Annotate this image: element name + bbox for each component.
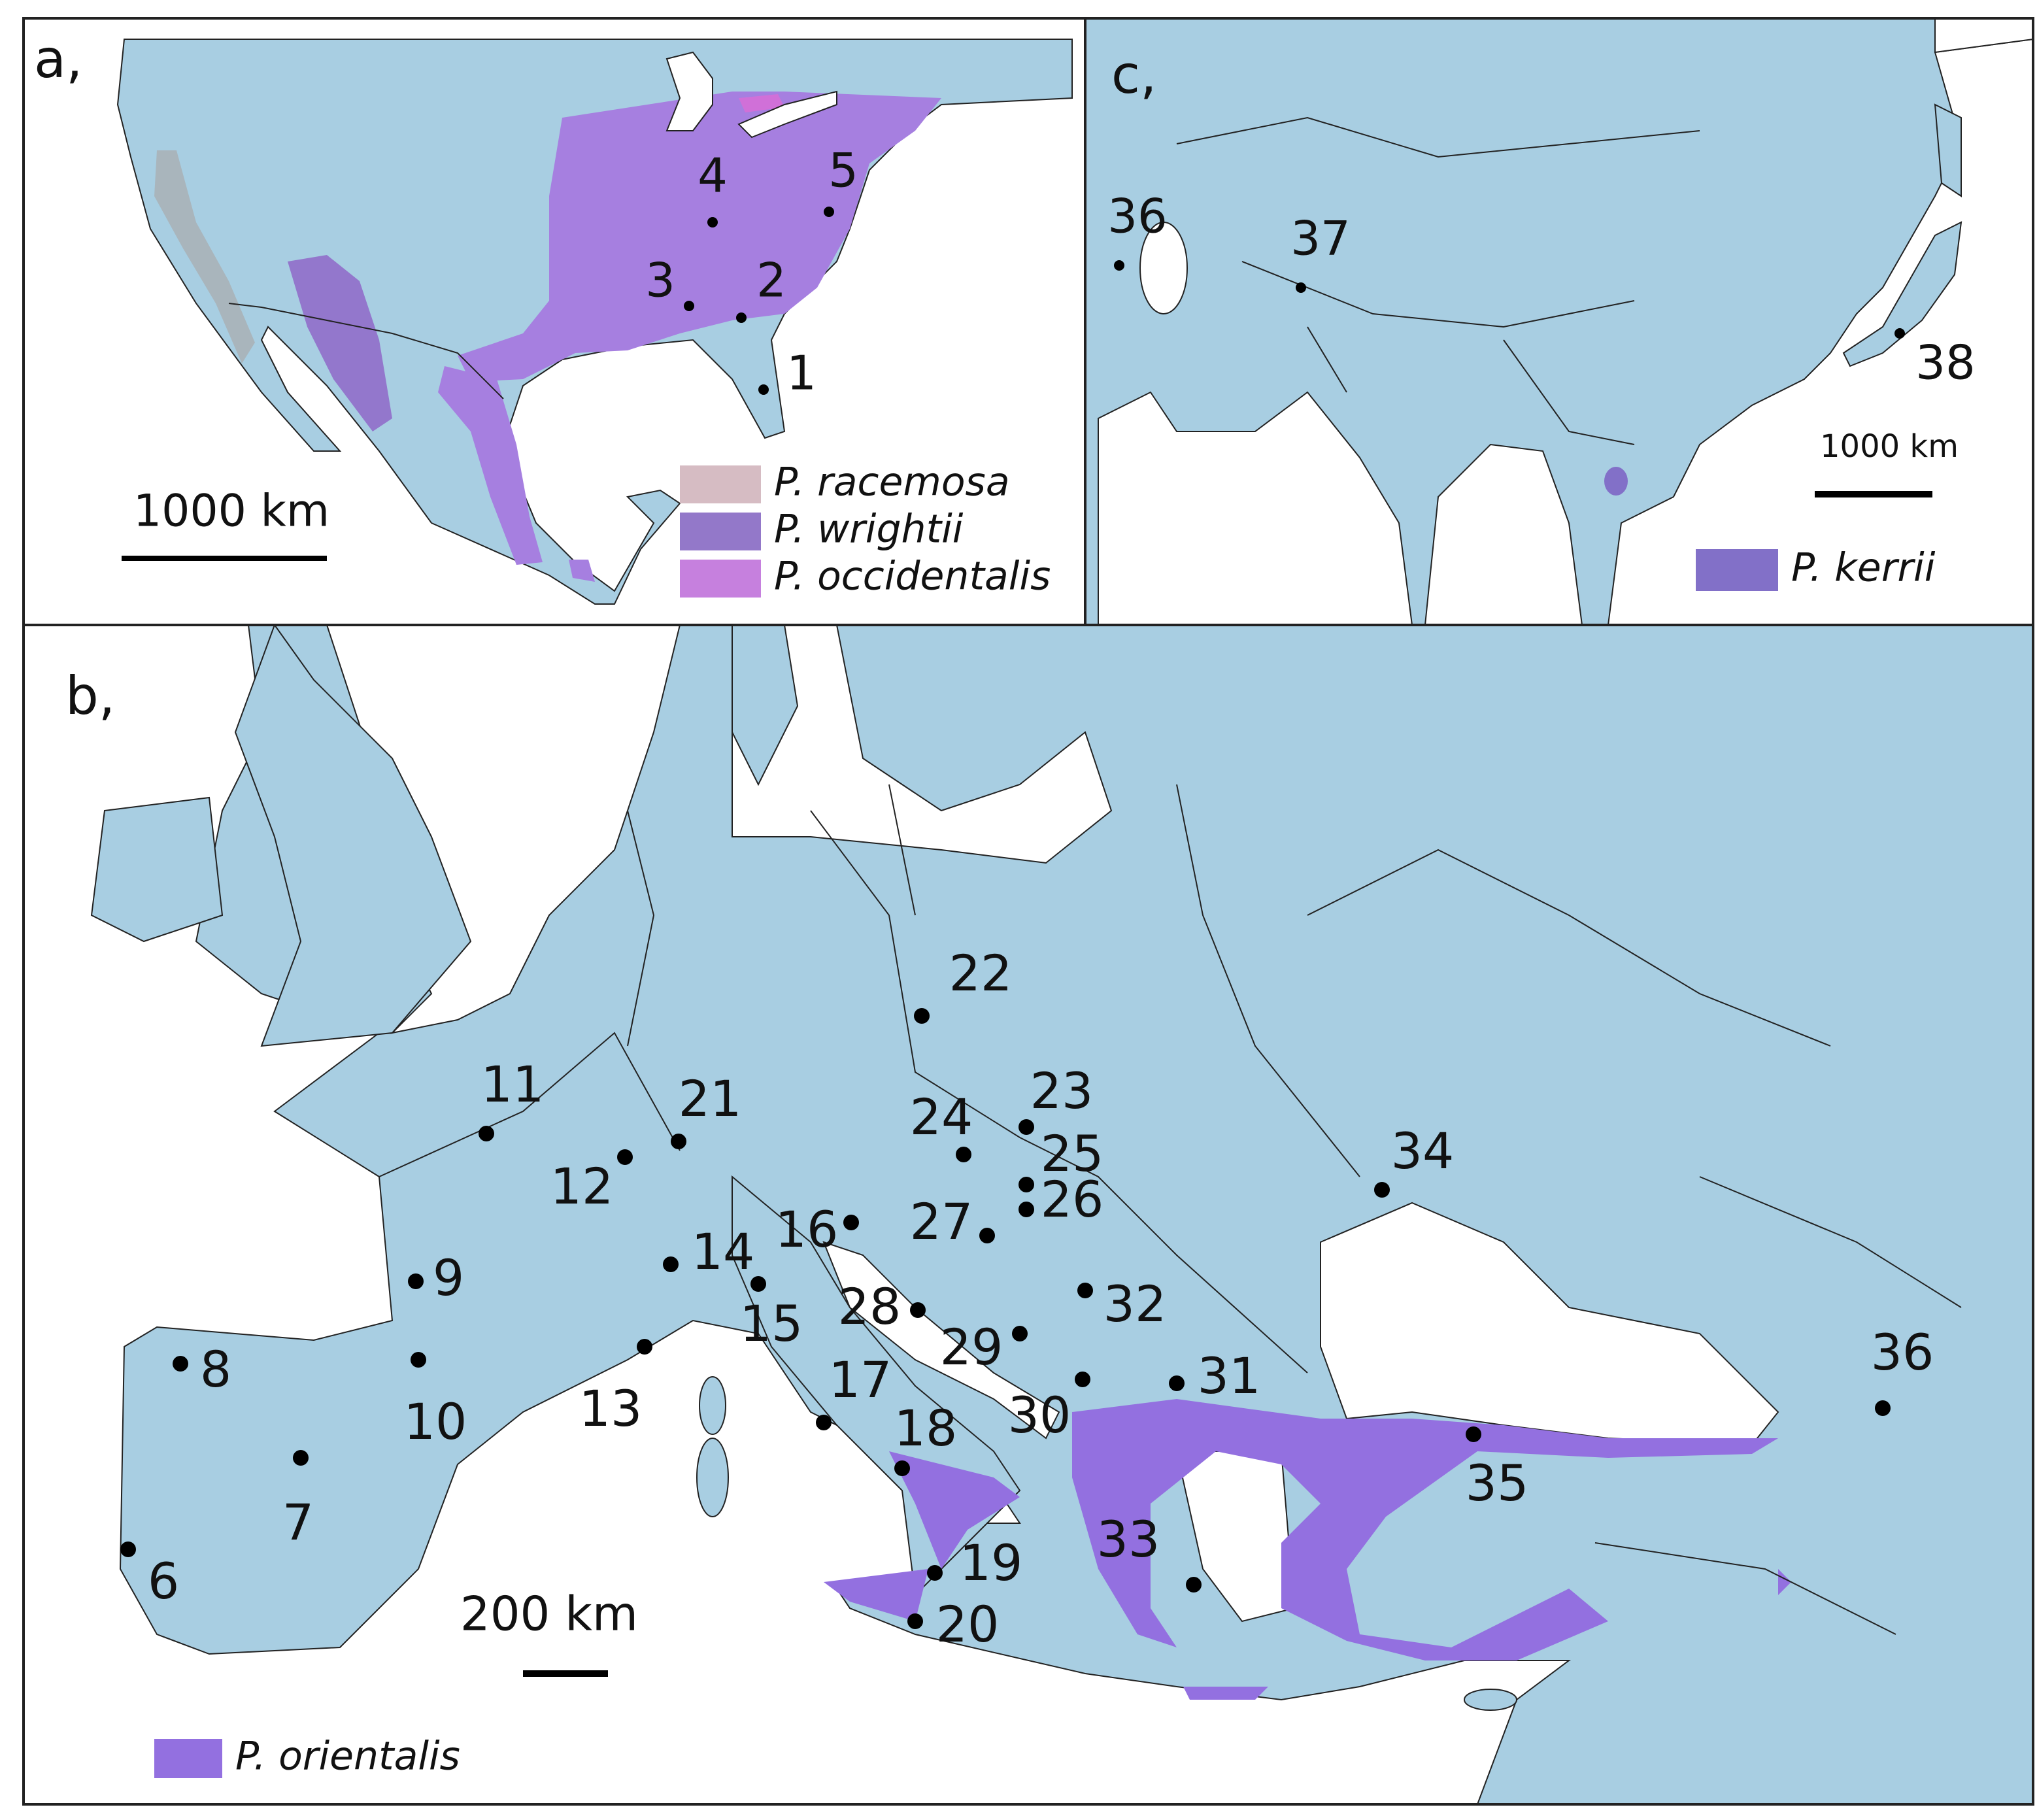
legend-label: P. wrightii	[774, 507, 964, 552]
scale-bar-label: 1000 km	[1820, 428, 1959, 465]
site-dot	[979, 1228, 995, 1243]
site-dot	[707, 217, 718, 228]
site-label: 10	[404, 1392, 467, 1451]
site-label: 7	[282, 1493, 314, 1551]
site-dot	[1186, 1577, 1202, 1592]
site-label: 2	[756, 253, 786, 308]
site-label: 28	[838, 1277, 901, 1336]
site-label: 38	[1915, 335, 1976, 390]
site-label: 37	[1290, 211, 1351, 266]
site-label: 24	[910, 1088, 973, 1146]
site-label: 21	[679, 1070, 742, 1128]
legend-swatch	[680, 513, 761, 550]
site-dot	[736, 312, 747, 323]
site-label: 14	[692, 1222, 755, 1281]
site-label: 6	[148, 1552, 179, 1610]
site-label: 31	[1198, 1347, 1261, 1405]
site-label: 1	[786, 346, 816, 401]
panel-frame	[22, 624, 2034, 1806]
site-label: 17	[829, 1351, 892, 1409]
site-dot	[816, 1415, 832, 1430]
site-dot	[120, 1542, 136, 1557]
site-label: 35	[1466, 1454, 1529, 1512]
legend-swatch	[1696, 549, 1778, 591]
site-dot	[910, 1302, 926, 1318]
legend-swatch	[680, 560, 761, 598]
site-dot	[750, 1276, 766, 1292]
site-label: 9	[433, 1249, 464, 1307]
map-asia	[1085, 18, 2033, 625]
site-label: 20	[936, 1595, 1000, 1653]
legend-swatch	[680, 465, 761, 503]
site-dot	[173, 1356, 188, 1372]
site-dot	[408, 1273, 424, 1289]
site-dot	[1894, 328, 1905, 339]
site-label: 36	[1107, 189, 1168, 244]
site-label: 29	[940, 1318, 1003, 1376]
site-dot	[1018, 1119, 1034, 1135]
site-label: 8	[200, 1340, 231, 1398]
panel-label: a,	[34, 29, 82, 90]
site-dot	[1374, 1182, 1390, 1198]
legend-label: P. kerrii	[1791, 545, 1936, 591]
map-north-america	[24, 18, 1085, 625]
site-dot	[956, 1147, 971, 1162]
scale-bar-label: 200 km	[460, 1587, 638, 1642]
site-label: 30	[1008, 1386, 1071, 1444]
site-label: 11	[481, 1055, 545, 1113]
site-label: 32	[1103, 1275, 1167, 1333]
site-dot	[1466, 1426, 1481, 1442]
site-label: 33	[1097, 1510, 1160, 1568]
site-dot	[617, 1149, 633, 1165]
site-dot	[1018, 1202, 1034, 1217]
site-label: 34	[1391, 1122, 1455, 1180]
site-label: 5	[828, 143, 858, 198]
site-dot	[843, 1215, 859, 1230]
site-dot	[1875, 1400, 1891, 1416]
site-label: 18	[894, 1399, 958, 1457]
site-label: 4	[698, 148, 728, 203]
site-dot	[927, 1565, 943, 1581]
site-label: 25	[1041, 1124, 1104, 1183]
site-dot	[1077, 1283, 1093, 1298]
panel-label: b,	[65, 666, 115, 726]
site-dot	[894, 1460, 910, 1476]
site-dot	[411, 1352, 426, 1368]
legend-label: P. occidentalis	[774, 554, 1051, 599]
site-label: 27	[910, 1192, 973, 1251]
site-label: 36	[1871, 1323, 1934, 1381]
site-label: 22	[949, 944, 1013, 1002]
site-label: 15	[740, 1294, 803, 1353]
site-dot	[1018, 1177, 1034, 1192]
site-label: 16	[775, 1200, 839, 1258]
site-dot	[1114, 260, 1124, 271]
scale-bar-label: 1000 km	[133, 486, 329, 537]
legend-label: P. orientalis	[235, 1734, 460, 1779]
site-label: 13	[579, 1379, 643, 1438]
site-dot	[1012, 1326, 1028, 1341]
site-label: 19	[960, 1534, 1023, 1592]
site-dot	[671, 1134, 686, 1149]
site-label: 23	[1030, 1062, 1094, 1120]
legend-label: P. racemosa	[774, 460, 1010, 505]
site-label: 3	[645, 253, 675, 308]
panel-label: c,	[1111, 44, 1156, 105]
site-dot	[1075, 1372, 1090, 1387]
site-dot	[1296, 282, 1306, 293]
site-dot	[637, 1339, 652, 1355]
site-dot	[663, 1256, 679, 1272]
site-dot	[684, 301, 694, 311]
site-dot	[914, 1008, 930, 1024]
site-dot	[907, 1613, 923, 1629]
site-label: 12	[550, 1157, 614, 1215]
site-dot	[824, 207, 834, 217]
site-dot	[479, 1126, 494, 1141]
legend-swatch	[154, 1739, 222, 1778]
site-dot	[1169, 1375, 1185, 1391]
site-dot	[293, 1450, 309, 1466]
site-dot	[758, 384, 769, 395]
site-label: 26	[1041, 1170, 1104, 1228]
